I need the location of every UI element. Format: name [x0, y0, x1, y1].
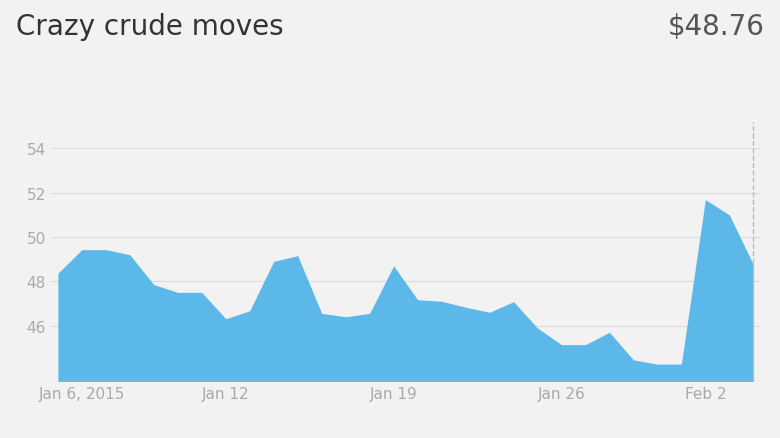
Text: Crazy crude moves: Crazy crude moves [16, 13, 283, 41]
Text: $48.76: $48.76 [668, 13, 764, 41]
